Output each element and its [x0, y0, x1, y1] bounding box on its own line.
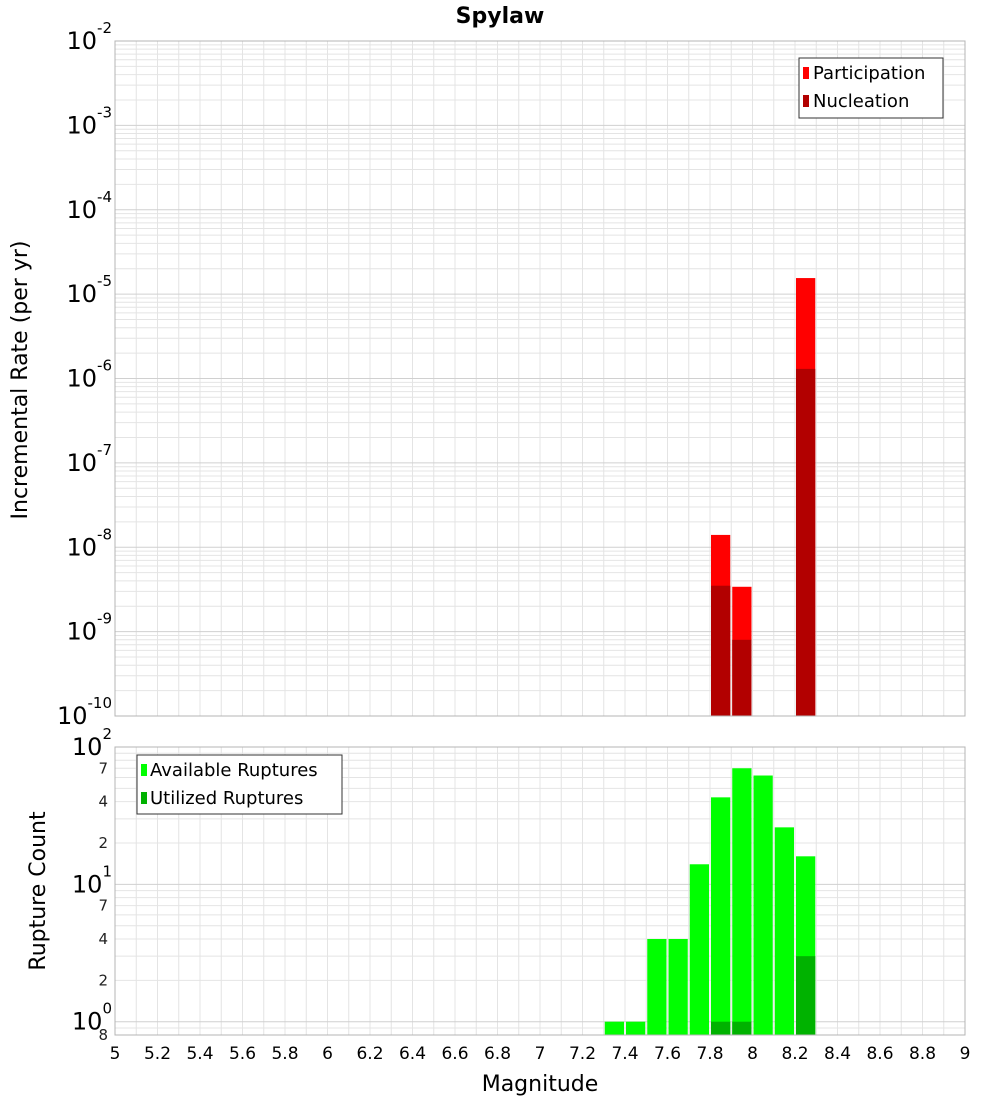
rate-y-axis-label: Incremental Rate (per yr) [8, 241, 33, 520]
count-y-tick-exponent: 0 [102, 1000, 112, 1018]
count-available-ruptures-bar [626, 1022, 645, 1035]
utilized-legend-swatch [141, 792, 147, 804]
count-available-ruptures-bar [754, 776, 773, 1035]
rate-nucleation-bar [711, 586, 730, 716]
x-axis-label: Magnitude [482, 1072, 599, 1097]
rate-y-ticks: 10-210-310-410-510-610-710-810-910-10 [57, 19, 112, 730]
rate-y-tick-label: 10-8 [66, 525, 112, 561]
x-tick-label: 6.6 [441, 1044, 468, 1064]
x-tick-label: 8.4 [824, 1044, 851, 1064]
x-tick-label: 6.8 [484, 1044, 511, 1064]
rate-y-tick-base: 10 [66, 533, 97, 561]
x-tick-label: 8.2 [781, 1044, 808, 1064]
count-available-ruptures-bar [605, 1022, 624, 1035]
nucleation-legend-label: Nucleation [813, 91, 909, 112]
available-legend-swatch [141, 764, 147, 776]
rate-y-tick-base: 10 [66, 27, 97, 55]
count-y-minor-tick-label: 4 [98, 793, 108, 811]
rate-y-tick-base: 10 [66, 618, 97, 646]
count-available-ruptures-bar [690, 864, 709, 1035]
rate-y-tick-exponent: -10 [88, 694, 113, 712]
participation-legend-swatch [803, 67, 809, 79]
rate-y-tick-base: 10 [66, 280, 97, 308]
count-y-minor-tick-label: 4 [98, 930, 108, 948]
x-tick-label: 8.8 [909, 1044, 936, 1064]
count-utilized-ruptures-bar [711, 1022, 730, 1035]
rate-y-tick-label: 10-9 [66, 610, 112, 646]
rate-y-tick-exponent: -6 [97, 357, 112, 375]
count-y-minor-tick-label: 7 [98, 897, 108, 915]
count-y-minor-tick-label: 7 [98, 759, 108, 777]
x-tick-label: 7.4 [611, 1044, 638, 1064]
x-tick-label: 5.6 [229, 1044, 256, 1064]
participation-legend-label: Participation [813, 63, 925, 84]
count-y-tick-exponent: 1 [102, 862, 112, 880]
x-tick-label: 6.4 [399, 1044, 426, 1064]
rate-y-tick-base: 10 [66, 196, 97, 224]
count-utilized-ruptures-bar [796, 956, 815, 1035]
rate-y-tick-exponent: -4 [97, 188, 112, 206]
x-tick-label: 5.2 [144, 1044, 171, 1064]
rate-legend: Participation Nucleation [799, 58, 943, 118]
count-available-ruptures-bar [711, 797, 730, 1035]
count-y-tick-label: 102 [72, 725, 112, 761]
count-available-ruptures-bar [775, 827, 794, 1035]
count-y-tick-exponent: 2 [102, 725, 112, 743]
rate-y-tick-base: 10 [66, 365, 97, 393]
rate-y-tick-label: 10-6 [66, 357, 112, 393]
x-tick-label: 5 [110, 1044, 121, 1064]
x-tick-label: 8 [747, 1044, 758, 1064]
rate-nucleation-bar [732, 640, 751, 716]
count-available-ruptures-bar [669, 939, 688, 1035]
rate-y-tick-exponent: -8 [97, 525, 112, 543]
rate-y-tick-exponent: -5 [97, 272, 112, 290]
rate-y-tick-base: 10 [66, 449, 97, 477]
rate-y-tick-label: 10-5 [66, 272, 112, 308]
count-y-tick-base: 10 [72, 870, 103, 898]
count-y-axis-label: Rupture Count [26, 811, 51, 971]
rate-y-tick-exponent: -7 [97, 441, 112, 459]
x-tick-label: 7 [535, 1044, 546, 1064]
rate-y-tick-label: 10-2 [66, 19, 112, 55]
count-utilized-ruptures-bar [732, 1022, 751, 1035]
rate-y-tick-base: 10 [66, 111, 97, 139]
rate-y-tick-label: 10-3 [66, 103, 112, 139]
x-tick-label: 6 [322, 1044, 333, 1064]
x-tick-label: 5.4 [186, 1044, 213, 1064]
nucleation-legend-swatch [803, 95, 809, 107]
chart-title: Spylaw [456, 4, 545, 29]
x-tick-label: 9 [960, 1044, 971, 1064]
rate-panel: 10-210-310-410-510-610-710-810-910-10 In… [8, 19, 965, 730]
count-available-ruptures-bar [732, 768, 751, 1035]
rate-y-tick-label: 10-7 [66, 441, 112, 477]
count-available-ruptures-bar [647, 939, 666, 1035]
rate-y-tick-exponent: -9 [97, 610, 112, 628]
x-tick-label: 7.8 [696, 1044, 723, 1064]
count-y-minor-tick-label: 8 [98, 1026, 108, 1044]
count-y-tick-label: 101 [72, 862, 112, 898]
x-tick-label: 5.8 [271, 1044, 298, 1064]
available-legend-label: Available Ruptures [150, 760, 318, 781]
x-axis-ticks: 5 5.2 5.4 5.6 5.8 6 6.2 6.4 6.6 6.8 7 7.2 7.4 7.6 7.8 8… [110, 1044, 971, 1064]
rate-y-tick-exponent: -2 [97, 19, 112, 37]
rate-y-tick-label: 10-4 [66, 188, 112, 224]
rate-y-tick-base: 10 [57, 702, 88, 730]
rate-y-tick-exponent: -3 [97, 103, 112, 121]
rate-grid [115, 41, 965, 716]
x-tick-label: 7.2 [569, 1044, 596, 1064]
count-legend: Available Ruptures Utilized Ruptures [137, 755, 342, 814]
x-tick-label: 8.6 [866, 1044, 893, 1064]
count-y-tick-base: 10 [72, 733, 103, 761]
count-y-minor-tick-label: 2 [98, 834, 108, 852]
utilized-legend-label: Utilized Ruptures [150, 788, 303, 809]
count-y-minor-tick-label: 2 [98, 971, 108, 989]
x-tick-label: 6.2 [356, 1044, 383, 1064]
x-tick-label: 7.6 [654, 1044, 681, 1064]
rate-nucleation-bar [796, 369, 815, 716]
